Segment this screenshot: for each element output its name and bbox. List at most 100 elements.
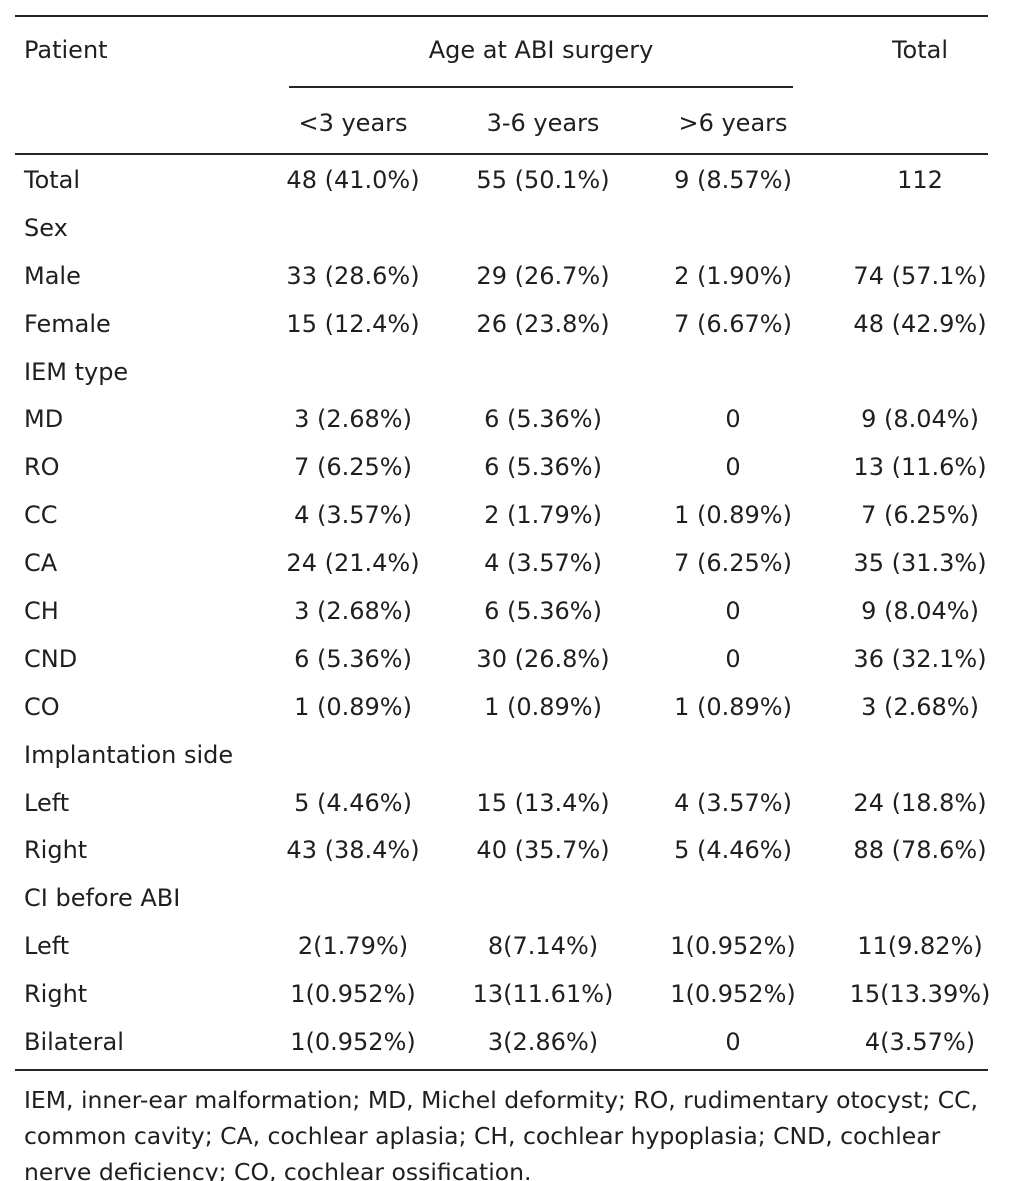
cell-over-6-years: 5 (4.46%) [674,836,792,865]
cell-over-6-years: 7 (6.67%) [674,309,792,338]
table-row: Male 33 (28.6%) 29 (26.7%) 2 (1.90%) 74 (57.… [0,253,1020,301]
table-bottom-rule [15,1069,988,1071]
row-label: Right [24,836,88,865]
row-label: RO [24,453,60,482]
cell-3-6-years: 1 (0.89%) [484,692,602,721]
cell-over-6-years: 0 [725,453,741,482]
table-row: Right 43 (38.4%) 40 (35.7%) 5 (4.46%) 88 (78… [0,827,1020,875]
cell-3-6-years: 6 (5.36%) [484,597,602,626]
cell-under-3-years: 24 (21.4%) [286,549,420,578]
cell-total: 48 (42.9%) [853,309,987,338]
cell-under-3-years: 3 (2.68%) [294,405,412,434]
cell-under-3-years: 5 (4.46%) [294,788,412,817]
row-label: CO [24,692,60,721]
cell-3-6-years: 6 (5.36%) [484,405,602,434]
cell-total: 24 (18.8%) [853,788,987,817]
cell-under-3-years: 3 (2.68%) [294,597,412,626]
cell-3-6-years: 13(11.61%) [472,980,614,1009]
table-row: IEM type [0,349,1020,397]
cell-under-3-years: 48 (41.0%) [286,166,420,194]
cell-3-6-years: 29 (26.7%) [476,261,610,290]
cell-total: 9 (8.04%) [861,405,979,434]
table-row: Implantation side [0,732,1020,780]
header-under-3-years: <3 years [298,109,408,137]
cell-under-3-years: 33 (28.6%) [286,261,420,290]
table-row: Right 1(0.952%) 13(11.61%) 1(0.952%) 15(13.3… [0,971,1020,1019]
cell-total: 7 (6.25%) [861,501,979,530]
row-label: Right [24,980,88,1009]
header-group-rule [289,86,793,88]
cell-3-6-years: 55 (50.1%) [476,166,610,194]
table-row: CND 6 (5.36%) 30 (26.8%) 0 36 (32.1%) [0,636,1020,684]
cell-over-6-years: 0 [725,644,741,673]
cell-3-6-years: 15 (13.4%) [476,788,610,817]
row-label: Female [24,309,111,338]
row-label: CA [24,549,58,578]
cell-3-6-years: 30 (26.8%) [476,644,610,673]
row-label: Male [24,261,81,290]
cell-total: 9 (8.04%) [861,597,979,626]
cell-over-6-years: 0 [725,597,741,626]
table-row: CA 24 (21.4%) 4 (3.57%) 7 (6.25%) 35 (31.3%) [0,540,1020,588]
table-row: Sex [0,205,1020,253]
table-row: Bilateral 1(0.952%) 3(2.86%) 0 4(3.57%) [0,1019,1020,1067]
row-label: Left [24,788,70,817]
cell-over-6-years: 0 [725,1028,741,1057]
cell-under-3-years: 1(0.952%) [290,1028,416,1057]
cell-over-6-years: 7 (6.25%) [674,549,792,578]
cell-under-3-years: 2(1.79%) [297,932,409,961]
cell-3-6-years: 2 (1.79%) [484,501,602,530]
row-label: Bilateral [24,1028,124,1057]
table-row: MD 3 (2.68%) 6 (5.36%) 0 9 (8.04%) [0,396,1020,444]
cell-3-6-years: 4 (3.57%) [484,549,602,578]
row-label: IEM type [24,357,129,386]
table-row: CC 4 (3.57%) 2 (1.79%) 1 (0.89%) 7 (6.25%) [0,492,1020,540]
cell-total: 88 (78.6%) [853,836,987,865]
row-label: MD [24,405,64,434]
cell-3-6-years: 8(7.14%) [487,932,599,961]
table-footnote: IEM, inner-ear malformation; MD, Michel … [24,1086,978,1181]
header-age-group: Age at ABI surgery [428,36,654,64]
table-row: Left 2(1.79%) 8(7.14%) 1(0.952%) 11(9.82%) [0,923,1020,971]
cell-over-6-years: 2 (1.90%) [674,261,792,290]
cell-over-6-years: 1(0.952%) [670,980,796,1009]
row-label: CH [24,597,59,626]
table-body: Total 48 (41.0%) 55 (50.1%) 9 (8.57%) 112 Sex… [0,157,1020,1067]
cell-over-6-years: 1(0.952%) [670,932,796,961]
cell-under-3-years: 4 (3.57%) [294,501,412,530]
cell-total: 3 (2.68%) [861,692,979,721]
table-row: CO 1 (0.89%) 1 (0.89%) 1 (0.89%) 3 (2.68%) [0,684,1020,732]
cell-total: 13 (11.6%) [853,453,987,482]
table-row: Left 5 (4.46%) 15 (13.4%) 4 (3.57%) 24 (18.8… [0,780,1020,828]
cell-total: 35 (31.3%) [853,549,987,578]
table-top-rule [15,15,988,17]
cell-total: 112 [897,166,943,194]
cell-under-3-years: 6 (5.36%) [294,644,412,673]
cell-total: 15(13.39%) [849,980,991,1009]
header-3-6-years: 3-6 years [486,109,600,137]
cell-under-3-years: 1(0.952%) [290,980,416,1009]
row-label: Implantation side [24,740,234,769]
row-label: CI before ABI [24,884,181,913]
header-over-6-years: >6 years [678,109,788,137]
cell-over-6-years: 1 (0.89%) [674,501,792,530]
cell-over-6-years: 4 (3.57%) [674,788,792,817]
row-label: Total [24,166,81,194]
row-label: CC [24,501,58,530]
table-row: CI before ABI [0,875,1020,923]
row-label: CND [24,644,78,673]
cell-under-3-years: 43 (38.4%) [286,836,420,865]
cell-3-6-years: 40 (35.7%) [476,836,610,865]
cell-over-6-years: 0 [725,405,741,434]
table-header-rule [15,153,988,155]
table-row: RO 7 (6.25%) 6 (5.36%) 0 13 (11.6%) [0,444,1020,492]
cell-total: 74 (57.1%) [853,261,987,290]
row-label: Left [24,932,70,961]
table-row: CH 3 (2.68%) 6 (5.36%) 0 9 (8.04%) [0,588,1020,636]
cell-3-6-years: 3(2.86%) [487,1028,599,1057]
cell-under-3-years: 7 (6.25%) [294,453,412,482]
cell-total: 4(3.57%) [864,1028,976,1057]
cell-under-3-years: 1 (0.89%) [294,692,412,721]
cell-total: 11(9.82%) [857,932,983,961]
